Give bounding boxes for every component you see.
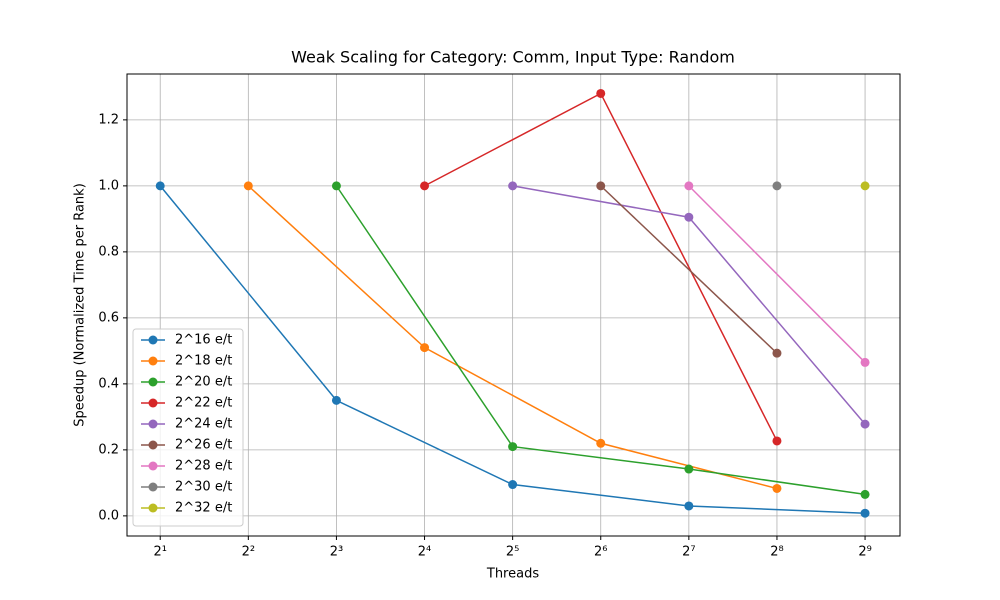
- data-point: [596, 438, 606, 448]
- y-tick-label: 0.6: [98, 310, 119, 325]
- legend-label: 2^20 e/t: [175, 375, 232, 390]
- y-tick-label: 1.2: [98, 112, 119, 127]
- legend-label: 2^22 e/t: [175, 396, 232, 411]
- x-tick-label: 2²: [242, 545, 255, 560]
- data-point: [860, 419, 870, 429]
- data-point: [860, 489, 870, 499]
- legend-label: 2^18 e/t: [175, 354, 232, 369]
- x-axis-label: Threads: [486, 567, 539, 582]
- x-tick-label: 2⁵: [506, 545, 519, 560]
- legend-box: [132, 328, 244, 527]
- data-point: [420, 343, 430, 353]
- data-point: [331, 181, 341, 191]
- legend-marker: [148, 503, 158, 513]
- data-point: [860, 181, 870, 191]
- legend-label: 2^30 e/t: [175, 480, 232, 495]
- x-tick-label: 2³: [330, 545, 343, 560]
- legend-marker: [148, 440, 158, 450]
- y-tick-label: 0.8: [98, 244, 119, 259]
- data-point: [772, 483, 782, 493]
- legend-label: 2^28 e/t: [175, 459, 232, 474]
- x-tick-label: 2⁴: [418, 545, 431, 560]
- data-point: [331, 395, 341, 405]
- y-tick-label: 1.0: [98, 178, 119, 193]
- data-point: [684, 212, 694, 222]
- legend-marker: [148, 419, 158, 429]
- legend-marker: [148, 398, 158, 408]
- legend-marker: [148, 377, 158, 387]
- data-point: [243, 181, 253, 191]
- legend-marker: [148, 461, 158, 471]
- series-line: [335, 185, 866, 496]
- y-tick-label: 0.4: [98, 376, 119, 391]
- legend-label: 2^26 e/t: [175, 438, 232, 453]
- data-point: [508, 181, 518, 191]
- plot-frame: [126, 73, 901, 537]
- series-line: [688, 185, 866, 363]
- data-point: [508, 480, 518, 490]
- y-axis-label: Speedup (Normalized Time per Rank): [73, 183, 88, 427]
- x-tick-label: 2⁸: [770, 545, 783, 560]
- legend-marker: [148, 482, 158, 492]
- data-point: [420, 181, 430, 191]
- data-point: [860, 357, 870, 367]
- legend-marker: [148, 335, 158, 345]
- data-point: [772, 436, 782, 446]
- data-point: [508, 442, 518, 452]
- x-tick-label: 2⁹: [858, 545, 871, 560]
- data-point: [772, 348, 782, 358]
- data-point: [155, 181, 165, 191]
- legend-label: 2^24 e/t: [175, 417, 232, 432]
- chart-title: Weak Scaling for Category: Comm, Input T…: [291, 48, 735, 67]
- x-tick-label: 2¹: [153, 545, 166, 560]
- data-point: [860, 508, 870, 518]
- legend-label: 2^32 e/t: [175, 501, 232, 516]
- data-point: [596, 88, 606, 98]
- data-point: [684, 501, 694, 511]
- data-point: [684, 181, 694, 191]
- series-line: [600, 185, 778, 354]
- y-tick-label: 0.0: [98, 508, 119, 523]
- y-tick-label: 0.2: [98, 442, 119, 457]
- data-point: [684, 464, 694, 474]
- x-tick-label: 2⁶: [594, 545, 607, 560]
- x-tick-label: 2⁷: [682, 545, 695, 560]
- data-point: [772, 181, 782, 191]
- data-point: [596, 181, 606, 191]
- legend-marker: [148, 356, 158, 366]
- legend-label: 2^16 e/t: [175, 333, 232, 348]
